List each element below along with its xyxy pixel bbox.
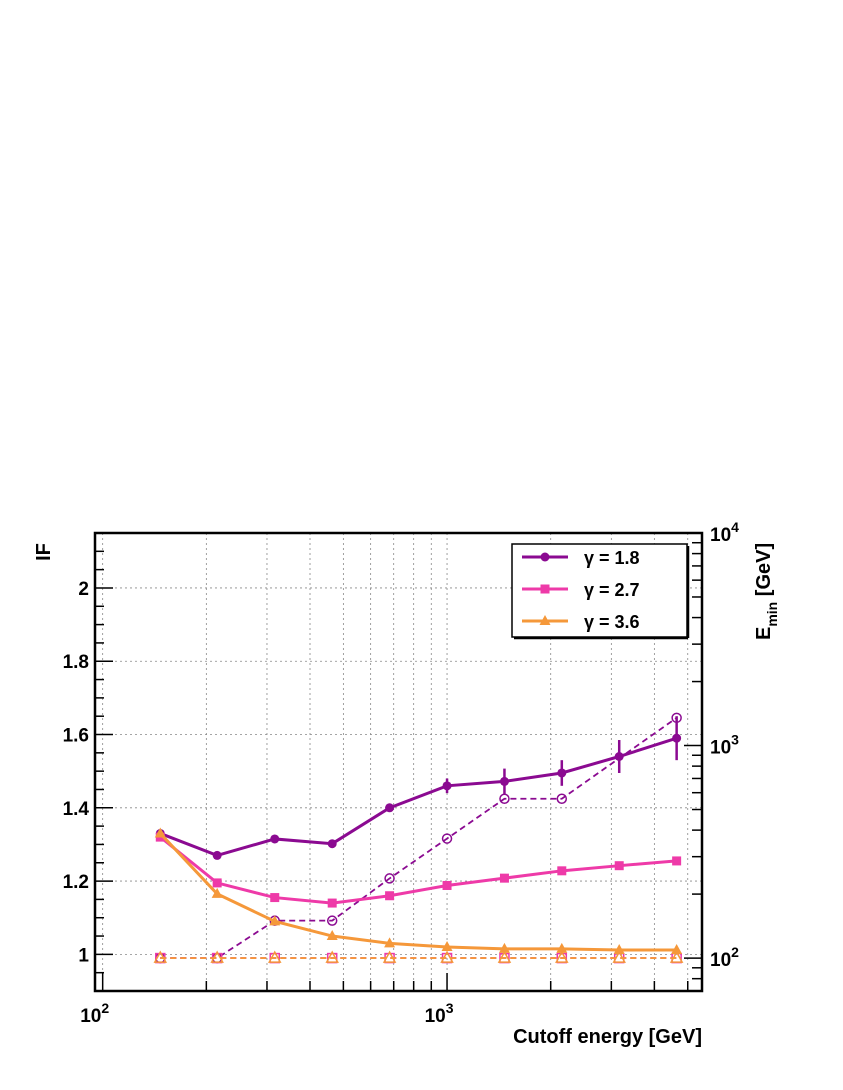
emin-point <box>612 950 626 963</box>
right-axis-title-unit: [GeV] <box>753 543 775 602</box>
emin-point <box>382 950 397 963</box>
data-point <box>385 891 395 901</box>
right-axis-title: Emin [GeV] <box>753 543 780 640</box>
right-axis-tick-label: 103 <box>710 732 739 759</box>
data-point <box>671 943 683 954</box>
emin-point <box>384 873 395 884</box>
right-axis-title-main: E <box>753 627 775 640</box>
series-line-2 <box>159 832 677 952</box>
y-tick-label: 1.6 <box>63 726 89 747</box>
tick-labels: 1 1.2 1.4 1.6 1.8 2 102 103 102 103 104 <box>63 519 740 1027</box>
series-line-0 <box>159 736 678 858</box>
data-point <box>614 752 624 762</box>
y-tick-label: 1.4 <box>63 799 90 820</box>
emin-point <box>153 950 168 963</box>
data-point <box>499 873 509 883</box>
y-tick-label: 1.2 <box>63 872 89 893</box>
emin-point <box>441 833 453 844</box>
y-tick-label: 1.8 <box>63 652 89 673</box>
data-point <box>442 880 452 890</box>
right-axis-title-subscript: min <box>764 602 780 627</box>
legend-label: γ = 1.8 <box>584 548 640 568</box>
emin-point <box>325 950 339 963</box>
legend-label: γ = 3.6 <box>584 612 640 632</box>
grid-lines <box>95 533 702 991</box>
data-point <box>212 850 222 860</box>
emin-point <box>267 950 282 963</box>
data-point <box>270 893 280 903</box>
data-point <box>557 866 567 876</box>
data-point <box>326 930 338 941</box>
emin-point <box>440 950 454 963</box>
y-tick-label: 2 <box>78 579 89 600</box>
series-line-1 <box>159 835 677 905</box>
x-axis-title: Cutoff energy [GeV] <box>513 1026 702 1048</box>
data-point <box>672 856 682 866</box>
emin-point <box>555 950 569 963</box>
data-point <box>441 941 453 952</box>
data-point <box>498 942 510 953</box>
legend-items: γ = 1.8 γ = 2.7 γ = 3.6 <box>522 548 640 632</box>
emin-point <box>497 950 512 963</box>
emin-line-0 <box>160 717 678 959</box>
emin-series-layer <box>153 712 684 964</box>
x-tick-label: 103 <box>425 1000 454 1027</box>
data-point <box>327 839 337 849</box>
data-point <box>499 776 509 786</box>
data-point <box>613 943 625 954</box>
data-point <box>212 878 222 888</box>
data-point <box>384 937 396 948</box>
data-point <box>672 733 682 743</box>
data-point <box>270 834 280 844</box>
legend: γ = 1.8 γ = 2.7 γ = 3.6 <box>511 543 690 640</box>
emin-point <box>326 915 338 926</box>
if-series-layer <box>154 716 683 954</box>
data-point <box>211 887 223 898</box>
y-axis-title: IF <box>33 543 55 561</box>
data-point <box>614 861 624 871</box>
y-tick-label: 1 <box>78 945 89 966</box>
data-point <box>327 898 337 908</box>
x-tick-label: 102 <box>80 1000 109 1027</box>
data-point <box>556 942 568 953</box>
legend-marker <box>540 584 550 594</box>
data-point <box>269 915 281 926</box>
plot-frame <box>93 531 704 993</box>
data-point <box>154 827 166 838</box>
data-point <box>442 781 452 791</box>
legend-marker <box>539 615 551 625</box>
data-point <box>557 768 567 778</box>
emin-point <box>210 950 224 963</box>
right-axis-tick-label: 102 <box>710 944 739 971</box>
legend-marker <box>540 552 550 562</box>
data-point <box>385 803 395 813</box>
axis-ticks <box>95 532 702 992</box>
emin-point <box>669 950 684 963</box>
legend-label: γ = 2.7 <box>584 580 640 600</box>
emin-point <box>556 793 568 804</box>
right-axis-tick-label: 104 <box>710 519 739 546</box>
